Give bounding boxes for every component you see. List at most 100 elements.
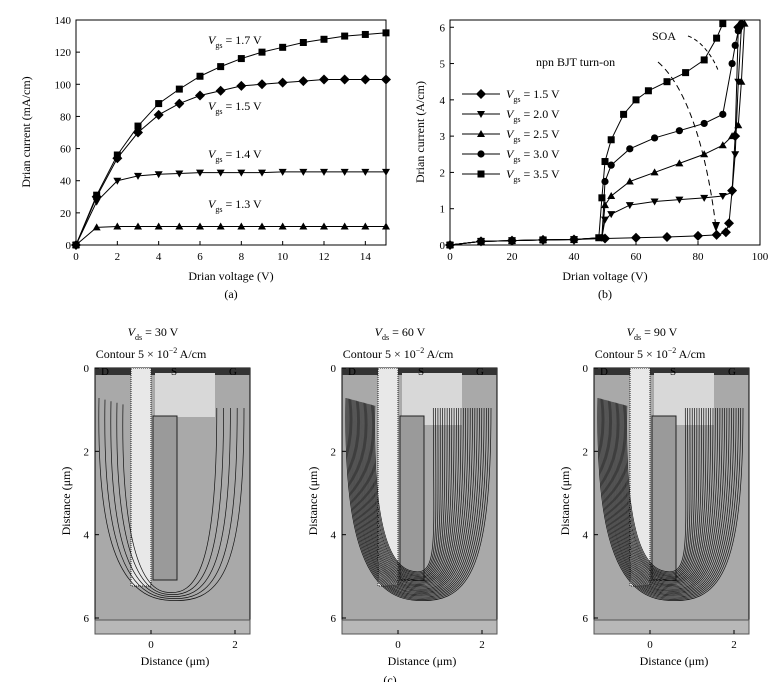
y-tick-label: 3 (440, 131, 446, 143)
data-point (154, 222, 163, 230)
contour-line (620, 404, 698, 578)
legend-item: Vgs = 2.5 V (462, 127, 560, 144)
chart-b-legend: Vgs = 1.5 V Vgs = 2.0 V Vgs = 2.5 V Vgs = 3… (462, 87, 560, 184)
data-point (92, 223, 101, 231)
y-tick-label: 40 (60, 176, 72, 188)
y-tick-label: 80 (60, 111, 72, 123)
data-point (319, 74, 329, 85)
contour-line (362, 402, 457, 584)
contour-line (353, 400, 476, 593)
y-tick-label: 140 (55, 15, 72, 27)
data-point (607, 161, 615, 169)
data-point (631, 232, 641, 243)
contour-line (345, 397, 492, 601)
data-point (154, 171, 163, 179)
y-tick-label: 2 (583, 446, 589, 458)
data-point (217, 63, 225, 71)
top-metal (95, 368, 250, 375)
region-label: G (728, 366, 736, 378)
data-point (381, 74, 391, 85)
legend-label: Vgs = 2.5 V (506, 127, 560, 144)
data-point (650, 198, 659, 206)
data-point (216, 222, 225, 230)
contour-scale-title: Contour 5 × 10−2 A/cm (96, 346, 207, 361)
current-contours (345, 397, 492, 601)
data-point (175, 222, 184, 230)
contour-line (104, 399, 238, 600)
data-point (737, 20, 746, 28)
contour-line (351, 399, 480, 596)
data-point (718, 193, 727, 201)
gate-electrode (651, 415, 677, 581)
data-point (570, 236, 578, 244)
contour-line (605, 400, 728, 593)
data-point (360, 74, 371, 85)
contour-line (603, 399, 732, 596)
x-tick-label: 2 (731, 639, 737, 651)
legend-item: Vgs = 2.0 V (462, 107, 560, 124)
region-label: D (101, 366, 109, 378)
legend-marker (477, 111, 485, 118)
contour-line (598, 398, 742, 600)
region-label: S (670, 366, 676, 378)
data-point (625, 177, 634, 185)
data-point (620, 110, 628, 118)
data-point (361, 168, 370, 176)
data-point (700, 119, 708, 128)
legend-marker (477, 130, 485, 137)
contour-line (347, 398, 487, 599)
contour-panel-2: Vds = 90 V Contour 5 × 10−2 A/cm D S G 0 2 4 6 0 2… (558, 325, 750, 668)
data-point (663, 78, 671, 86)
data-point (508, 237, 516, 245)
contour-line (369, 404, 443, 577)
data-point (728, 189, 737, 197)
chart-b-annotation-soa: SOA (652, 29, 676, 43)
y-tick-label: 4 (331, 530, 337, 542)
data-point (257, 79, 267, 90)
data-point (237, 222, 246, 230)
data-point (215, 85, 226, 96)
data-point (607, 136, 615, 144)
data-point (734, 121, 743, 129)
data-point (382, 168, 390, 176)
data-point (258, 222, 266, 230)
gate-electrode (399, 415, 425, 581)
x-tick-label: 2 (115, 251, 121, 263)
data-point (196, 222, 204, 230)
x-tick-label: 2 (232, 639, 238, 651)
data-point (719, 110, 727, 118)
contour-line (368, 404, 446, 578)
chart-b: 0 20 40 60 80 100 0 1 2 3 4 5 6 Drian voltage (V) Dr… (413, 19, 769, 301)
data-point (728, 132, 737, 140)
contour-line (365, 403, 453, 582)
contour-line (613, 402, 712, 585)
data-point (174, 98, 185, 109)
contour-line (373, 405, 437, 574)
contour-line (374, 405, 435, 573)
data-point (700, 194, 709, 202)
data-point (196, 72, 204, 80)
legend-item: Vgs = 3.5 V (462, 167, 560, 184)
legend-label: Vgs = 3.0 V (506, 147, 560, 164)
contour-vds-title: Vds = 90 V (627, 325, 678, 342)
data-point (682, 69, 690, 77)
chart-b-annotation-bjt: npn BJT turn-on (536, 55, 615, 69)
contour-line (346, 398, 490, 600)
data-point (644, 87, 652, 95)
contour-line (600, 398, 737, 598)
x-tick-label: 0 (447, 251, 453, 263)
contour-line (626, 405, 687, 573)
contour-line (359, 401, 464, 588)
substrate (593, 619, 750, 635)
chart-b-panel-label: (b) (598, 287, 612, 301)
contour-line (612, 401, 714, 587)
contour-line (615, 402, 707, 583)
y-tick-label: 0 (440, 240, 446, 252)
contour-line (356, 401, 469, 590)
data-point (340, 168, 349, 176)
y-tick-label: 20 (60, 208, 72, 220)
data-point (382, 29, 390, 37)
contour-line (619, 403, 700, 580)
data-point (607, 211, 616, 219)
